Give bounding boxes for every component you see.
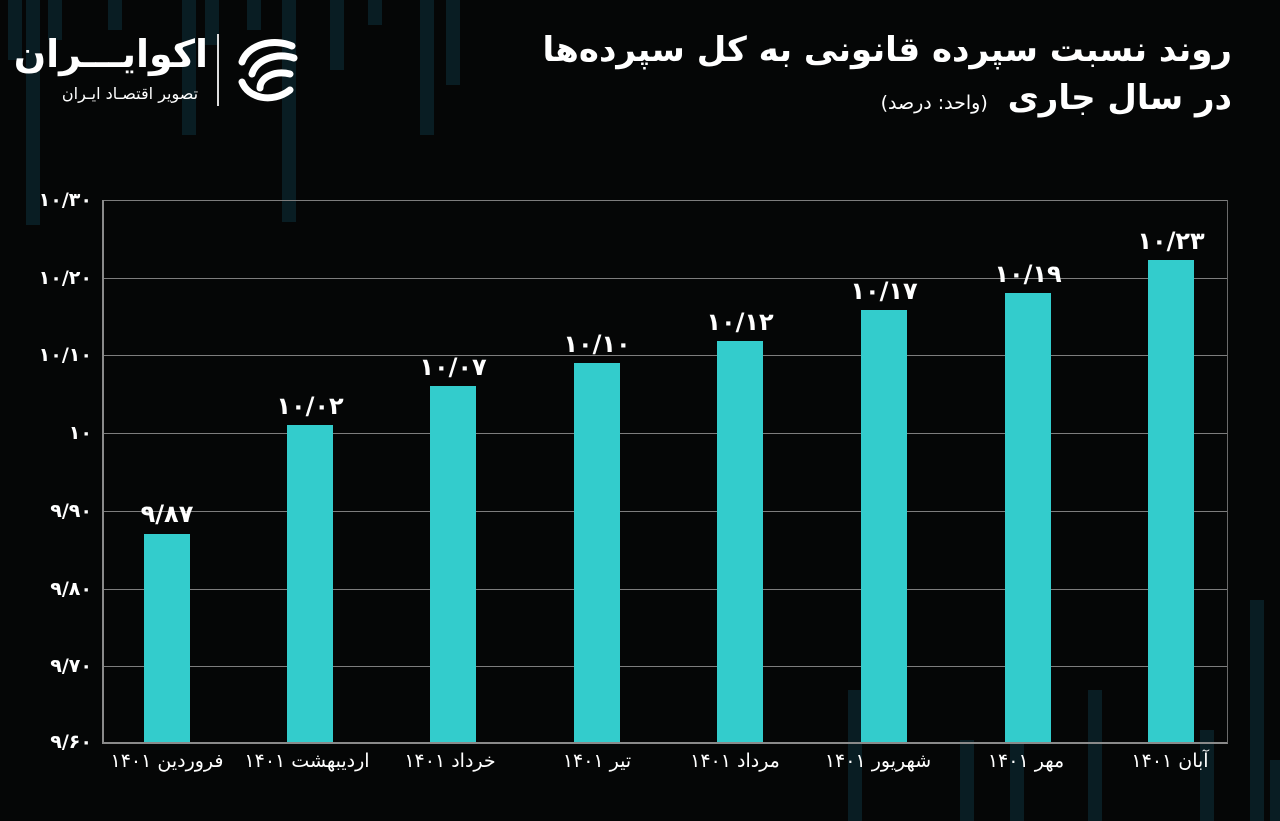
chart-title: روند نسبت سپرده قانونی به کل سپرده‌ها در… <box>543 26 1232 127</box>
value-label: ۱۰/۲۳ <box>1137 227 1205 255</box>
gridline <box>104 433 1227 434</box>
x-tick-label: مرداد ۱۴۰۱ <box>690 750 780 772</box>
bar-shahrivar <box>861 310 907 742</box>
y-tick-label: ۹/۹۰ <box>50 500 92 522</box>
x-tick-label: مهر ۱۴۰۱ <box>987 750 1065 772</box>
bar-tir <box>574 363 620 742</box>
x-tick-label: خرداد ۱۴۰۱ <box>404 750 496 772</box>
logo-divider <box>217 34 219 106</box>
gridline <box>104 511 1227 512</box>
bar-mehr <box>1005 293 1051 742</box>
x-tick-label: اردیبهشت ۱۴۰۱ <box>244 750 370 772</box>
y-tick-label: ۱۰ <box>68 422 92 444</box>
gridline <box>104 200 1227 201</box>
brand-tagline: تصویر اقتصـاد ایـران <box>61 84 199 103</box>
bar-mordad <box>717 341 763 742</box>
bar-aban <box>1148 260 1194 742</box>
title-line-2: در سال جاری (واحد: درصد) <box>543 74 1232 127</box>
ecoiran-swirl-logo-icon <box>238 39 298 102</box>
value-label: ۹/۸۷ <box>140 500 194 528</box>
brand-name: اکوایـــران <box>13 32 208 76</box>
y-tick-label: ۹/۶۰ <box>50 731 92 753</box>
value-label: ۱۰/۱۰ <box>563 330 631 358</box>
x-tick-label: تیر ۱۴۰۱ <box>562 750 632 772</box>
unit-label: (واحد: درصد) <box>880 92 988 114</box>
x-tick-label: شهریور ۱۴۰۱ <box>824 750 932 772</box>
value-label: ۱۰/۱۹ <box>994 260 1062 288</box>
y-tick-label: ۱۰/۳۰ <box>38 189 92 211</box>
gridline <box>104 278 1227 279</box>
title-line-2-text: در سال جاری <box>1007 78 1232 118</box>
value-label: ۱۰/۰۲ <box>276 392 344 420</box>
x-tick-label: آبان ۱۴۰۱ <box>1131 750 1209 772</box>
x-tick-label: فروردین ۱۴۰۱ <box>110 750 224 772</box>
bar-farvardin <box>144 534 190 742</box>
y-tick-label: ۹/۸۰ <box>50 578 92 600</box>
y-tick-label: ۹/۷۰ <box>50 655 92 677</box>
value-label: ۱۰/۰۷ <box>419 353 487 381</box>
bar-ordibehesht <box>287 425 333 742</box>
gridline <box>104 589 1227 590</box>
plot-area <box>102 200 1228 744</box>
title-line-1: روند نسبت سپرده قانونی به کل سپرده‌ها <box>542 30 1232 70</box>
y-tick-label: ۱۰/۱۰ <box>38 344 92 366</box>
value-label: ۱۰/۱۷ <box>850 277 918 305</box>
bar-khordad <box>430 386 476 742</box>
gridline <box>104 355 1227 356</box>
y-tick-label: ۱۰/۲۰ <box>38 267 92 289</box>
value-label: ۱۰/۱۲ <box>706 308 774 336</box>
gridline <box>104 666 1227 667</box>
